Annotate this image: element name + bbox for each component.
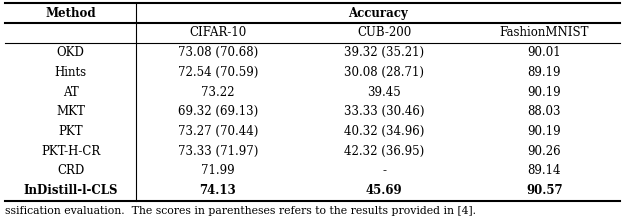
Text: AT: AT [63,85,79,99]
Text: ssification evaluation.  The scores in parentheses refers to the results provide: ssification evaluation. The scores in pa… [5,206,476,216]
Text: 73.27 (70.44): 73.27 (70.44) [178,125,258,138]
Text: Method: Method [45,7,96,20]
Text: 69.32 (69.13): 69.32 (69.13) [178,105,258,118]
Text: CIFAR-10: CIFAR-10 [189,26,246,39]
Text: OKD: OKD [57,46,84,59]
Text: 72.54 (70.59): 72.54 (70.59) [178,66,258,79]
Text: MKT: MKT [56,105,85,118]
Text: CRD: CRD [57,164,84,177]
Text: 89.14: 89.14 [527,164,561,177]
Text: 88.03: 88.03 [527,105,561,118]
Text: CUB-200: CUB-200 [357,26,412,39]
Text: PKT-H-CR: PKT-H-CR [41,145,100,158]
Text: 90.01: 90.01 [527,46,561,59]
Text: 90.26: 90.26 [527,145,561,158]
Text: 33.33 (30.46): 33.33 (30.46) [344,105,424,118]
Text: -: - [382,164,387,177]
Text: 73.33 (71.97): 73.33 (71.97) [178,145,258,158]
Text: 30.08 (28.71): 30.08 (28.71) [344,66,424,79]
Text: 40.32 (34.96): 40.32 (34.96) [344,125,424,138]
Text: Hints: Hints [54,66,87,79]
Text: 39.45: 39.45 [367,85,401,99]
Text: 73.08 (70.68): 73.08 (70.68) [178,46,258,59]
Text: 90.19: 90.19 [527,85,561,99]
Text: 89.19: 89.19 [527,66,561,79]
Text: 90.19: 90.19 [527,125,561,138]
Text: FashionMNIST: FashionMNIST [500,26,589,39]
Text: 39.32 (35.21): 39.32 (35.21) [344,46,424,59]
Text: 71.99: 71.99 [201,164,235,177]
Text: 90.57: 90.57 [526,184,563,197]
Text: InDistill-l-CLS: InDistill-l-CLS [24,184,118,197]
Text: PKT: PKT [58,125,83,138]
Text: 45.69: 45.69 [366,184,403,197]
Text: Accuracy: Accuracy [348,7,408,20]
Text: 42.32 (36.95): 42.32 (36.95) [344,145,424,158]
Text: 73.22: 73.22 [201,85,235,99]
Text: 74.13: 74.13 [200,184,236,197]
